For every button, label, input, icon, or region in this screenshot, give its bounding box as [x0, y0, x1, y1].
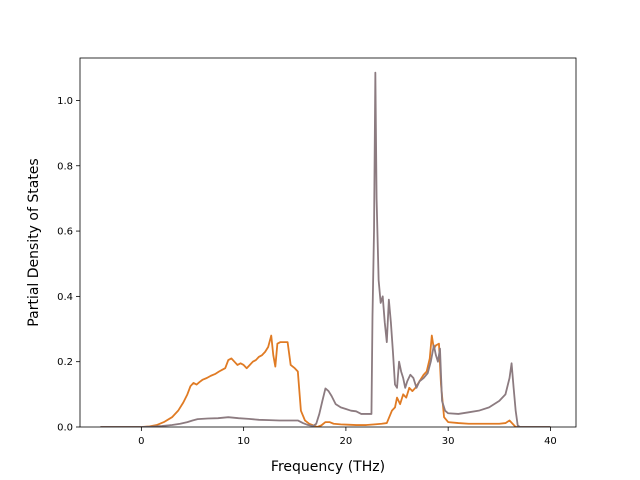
plot-area-frame [79, 57, 577, 428]
y-axis-ticks: 0.0 0.2 0.4 0.6 0.8 1.0 [57, 96, 80, 434]
x-tick-label: 30 [442, 436, 455, 447]
y-tick-label: 0.6 [57, 227, 73, 238]
x-tick-label: 40 [544, 436, 557, 447]
series-line-2 [100, 71, 551, 427]
x-axis-label: Frequency (THz) [271, 459, 385, 475]
x-axis-ticks: 0 10 20 30 40 [138, 427, 557, 447]
x-tick-label: 20 [340, 436, 353, 447]
x-tick-label: 0 [138, 436, 144, 447]
y-tick-label: 0.2 [57, 357, 73, 368]
y-tick-label: 1.0 [57, 96, 73, 107]
y-axis-label: Partial Density of States [26, 158, 42, 326]
series-layer [100, 71, 551, 427]
y-tick-label: 0.4 [57, 292, 73, 303]
y-tick-label: 0.8 [57, 161, 73, 172]
series-line-1 [100, 334, 551, 427]
x-tick-label: 10 [237, 436, 250, 447]
y-tick-label: 0.0 [57, 423, 73, 434]
